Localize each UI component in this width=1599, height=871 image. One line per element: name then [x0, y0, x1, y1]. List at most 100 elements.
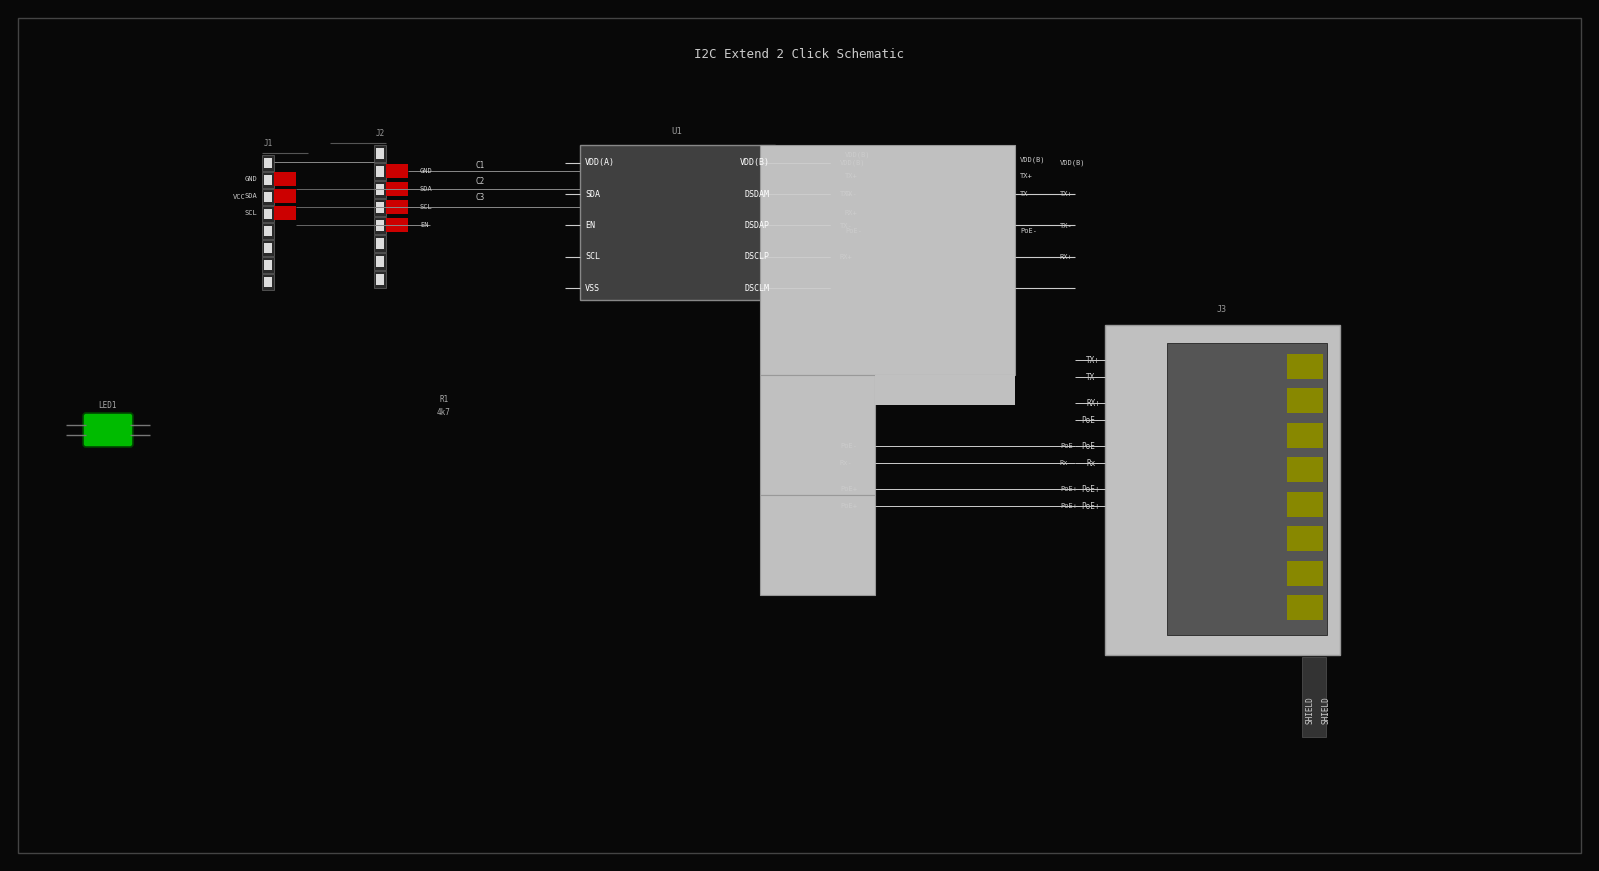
Text: VDD(B): VDD(B) — [839, 159, 865, 166]
Bar — [385, 164, 408, 178]
Bar — [376, 220, 384, 231]
Text: J2: J2 — [376, 129, 385, 138]
Text: RX+: RX+ — [1086, 399, 1100, 408]
Bar — [1105, 325, 1340, 655]
Text: DSDAM: DSDAM — [745, 190, 771, 199]
Text: SDA: SDA — [245, 193, 257, 199]
Text: DSCLM: DSCLM — [745, 283, 771, 293]
Bar — [273, 172, 296, 186]
Bar — [273, 206, 296, 220]
Bar — [760, 375, 875, 495]
Text: VCC: VCC — [233, 194, 246, 200]
Bar — [374, 253, 385, 270]
Bar — [376, 148, 384, 159]
Text: GND: GND — [421, 168, 433, 174]
Text: PoE-: PoE- — [844, 228, 862, 234]
Text: Rx-: Rx- — [839, 460, 852, 466]
Text: DSCLP: DSCLP — [745, 253, 771, 261]
Text: Rx-: Rx- — [1060, 460, 1073, 466]
Text: SDA: SDA — [585, 190, 600, 199]
Text: J1: J1 — [264, 138, 272, 147]
Bar — [580, 145, 776, 300]
Text: PoE-: PoE- — [1081, 415, 1100, 424]
Text: C2: C2 — [475, 177, 484, 186]
Text: TX+: TX+ — [1020, 173, 1033, 179]
Bar — [385, 182, 408, 196]
Text: Rx-: Rx- — [1086, 458, 1100, 468]
Text: VDD(B): VDD(B) — [1020, 157, 1046, 163]
Bar — [376, 274, 384, 285]
Bar — [262, 172, 273, 188]
Bar — [1302, 657, 1326, 737]
Bar — [1287, 526, 1322, 551]
Text: PoE+: PoE+ — [1081, 502, 1100, 510]
Text: J3: J3 — [1217, 305, 1226, 314]
Text: PoE+: PoE+ — [1060, 503, 1078, 509]
Text: SCL: SCL — [421, 204, 433, 210]
Bar — [264, 277, 272, 287]
Bar — [1287, 561, 1322, 585]
Text: U1: U1 — [672, 126, 683, 136]
Text: TX-: TX- — [1060, 222, 1073, 228]
Bar — [760, 495, 875, 595]
Text: TX+: TX+ — [844, 173, 857, 179]
Bar — [1287, 492, 1322, 517]
Text: LED1: LED1 — [99, 401, 117, 409]
Text: EN: EN — [585, 221, 595, 230]
Bar — [273, 189, 296, 203]
Text: GND: GND — [245, 176, 257, 182]
Bar — [262, 223, 273, 239]
Bar — [376, 238, 384, 249]
Bar — [374, 199, 385, 216]
Text: TX+: TX+ — [1086, 355, 1100, 364]
Bar — [1287, 457, 1322, 483]
Text: SHIELD: SHIELD — [1321, 696, 1330, 724]
Text: R1: R1 — [440, 395, 449, 403]
Bar — [262, 155, 273, 171]
Bar — [385, 218, 408, 232]
Bar — [262, 257, 273, 273]
Bar — [264, 209, 272, 219]
Text: TX-: TX- — [1086, 373, 1100, 381]
Bar — [376, 184, 384, 195]
Bar — [376, 256, 384, 267]
Bar — [875, 375, 1015, 405]
Text: PoE+: PoE+ — [1081, 484, 1100, 494]
Text: RX+: RX+ — [839, 253, 852, 260]
Bar — [264, 226, 272, 236]
Bar — [376, 202, 384, 213]
Text: SHIELD: SHIELD — [1305, 696, 1314, 724]
Bar — [374, 145, 385, 162]
Bar — [1167, 343, 1327, 635]
Bar — [262, 189, 273, 205]
Text: RX+: RX+ — [1060, 253, 1073, 260]
Text: SCL: SCL — [585, 253, 600, 261]
Bar — [264, 158, 272, 168]
Bar — [264, 243, 272, 253]
Text: EN: EN — [421, 222, 429, 228]
Text: PoE-: PoE- — [1060, 443, 1078, 449]
Text: TX+: TX+ — [1060, 192, 1073, 197]
Text: SCL: SCL — [245, 210, 257, 216]
Bar — [374, 181, 385, 198]
Text: PoE-: PoE- — [839, 443, 857, 449]
Bar — [1287, 354, 1322, 379]
Text: DSDAP: DSDAP — [745, 221, 771, 230]
Text: RX+: RX+ — [844, 210, 857, 216]
Text: TX-: TX- — [839, 222, 852, 228]
Text: TX+: TX+ — [839, 192, 852, 197]
Text: PoE+: PoE+ — [839, 503, 857, 509]
Text: VDD(B): VDD(B) — [844, 152, 870, 159]
Bar — [1287, 422, 1322, 448]
Bar — [262, 240, 273, 256]
Bar — [262, 274, 273, 290]
Text: PoE-: PoE- — [1020, 228, 1038, 234]
Bar — [264, 175, 272, 185]
Text: TX-: TX- — [844, 191, 857, 197]
Text: VDD(A): VDD(A) — [585, 159, 616, 167]
Text: I2C Extend 2 Click Schematic: I2C Extend 2 Click Schematic — [694, 49, 903, 62]
Bar — [1287, 595, 1322, 620]
Text: PoE+: PoE+ — [839, 486, 857, 492]
Text: VSS: VSS — [585, 283, 600, 293]
Text: C3: C3 — [475, 192, 484, 201]
